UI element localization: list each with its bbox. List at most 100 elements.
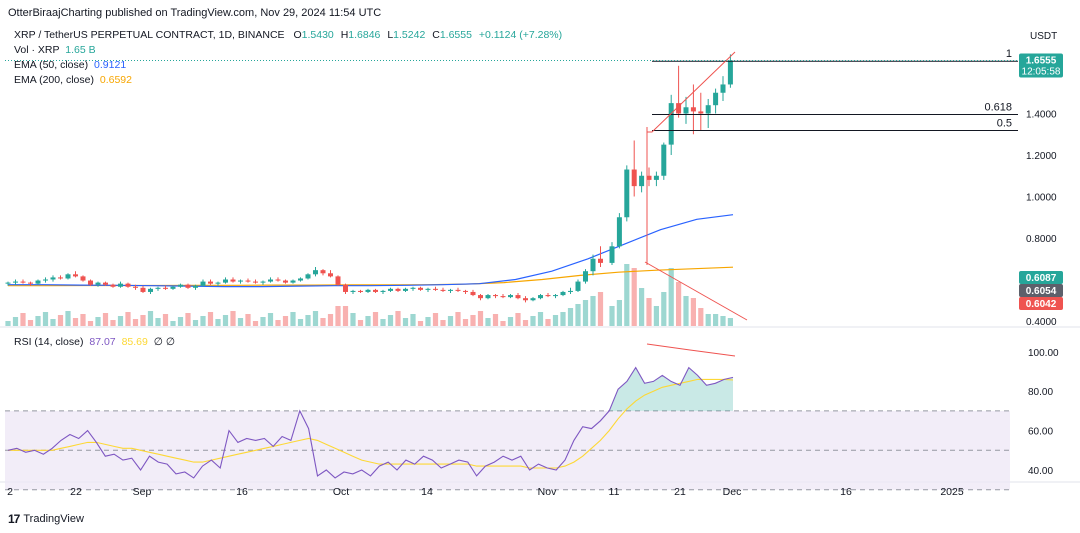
candle-body: [178, 284, 183, 287]
volume-bar: [162, 314, 169, 326]
candle-body: [208, 281, 213, 284]
volume-bar: [387, 315, 394, 326]
candle-body: [365, 289, 371, 292]
volume-bar: [170, 321, 176, 326]
candle-body: [661, 144, 667, 176]
volume-bar: [470, 315, 476, 326]
volume-bar: [380, 319, 386, 326]
open-label: O: [293, 29, 302, 41]
volume-bar: [327, 314, 334, 326]
rsi-legend[interactable]: RSI (14, close) 87.07 85.69 ∅ ∅: [14, 336, 175, 348]
volume-bar: [342, 306, 349, 326]
candle-body: [668, 103, 674, 145]
candle-body: [508, 295, 513, 298]
volume-bar: [185, 313, 191, 326]
price-badge: [1019, 53, 1063, 78]
volume-bar: [147, 311, 154, 326]
volume-bar: [80, 314, 86, 326]
time-tick-label: Oct: [333, 486, 349, 498]
candle-body: [727, 60, 733, 85]
candle-body: [245, 280, 251, 282]
candle-body: [163, 287, 168, 289]
volume-bar: [552, 315, 559, 326]
price-tick-label: 1.2000: [1026, 151, 1057, 162]
candle-body: [624, 169, 630, 218]
candle-body: [425, 288, 431, 290]
candle-body: [418, 287, 423, 290]
candle-body: [538, 295, 543, 299]
ema50-row[interactable]: EMA (50, close) 0.9121: [14, 58, 562, 73]
candle-body: [155, 287, 161, 289]
volume-bar: [567, 308, 574, 326]
volume-bar: [560, 312, 566, 326]
candle-body: [290, 280, 296, 283]
volume-bar: [237, 318, 244, 326]
volume-row[interactable]: Vol · XRP 1.65 B: [14, 43, 562, 58]
volume-bar: [215, 319, 221, 326]
candle-body: [616, 217, 622, 247]
volume-bar: [12, 317, 19, 326]
rsi-overbought-fill: [609, 367, 733, 411]
candle-body: [646, 175, 652, 180]
rsi-tick-label: 40.00: [1028, 466, 1053, 477]
candle-body: [683, 107, 689, 114]
volume-bar: [57, 315, 64, 326]
candle-body: [380, 290, 386, 292]
candle-body: [530, 298, 536, 301]
volume-bar: [713, 314, 719, 326]
low-label: L: [387, 29, 394, 41]
candle-body: [43, 279, 48, 281]
candle-body: [545, 295, 551, 297]
rsi-tick-label: 60.00: [1028, 427, 1053, 438]
candle-body: [110, 284, 116, 287]
price-tick-label: 0.4000: [1026, 317, 1057, 328]
low-value: 1.5242: [393, 29, 426, 41]
candle-body: [698, 111, 704, 114]
candle-body: [631, 169, 637, 187]
price-tick-label: 1.0000: [1026, 193, 1057, 204]
time-tick-label: 21: [674, 486, 686, 498]
time-tick-label: Nov: [538, 486, 557, 498]
volume-bar: [260, 317, 266, 326]
candle-body: [653, 175, 659, 180]
candle-body: [410, 287, 416, 289]
volume-bar: [297, 319, 304, 326]
ema50-value: 0.9121: [94, 59, 127, 71]
volume-bar: [282, 316, 289, 326]
candle-body: [170, 286, 176, 289]
volume-bar: [125, 312, 131, 326]
ema50-label: EMA (50, close): [14, 59, 89, 71]
candle-body: [485, 295, 491, 299]
change-value: +0.1124 (+7.28%): [478, 29, 563, 41]
rsi-value: 87.07: [89, 336, 116, 348]
volume-bar: [102, 313, 109, 326]
volume-bar: [500, 321, 506, 326]
time-tick-label: 22: [70, 486, 82, 498]
time-tick-label: Sep: [133, 486, 152, 498]
candle-body: [50, 277, 56, 280]
volume-bar: [582, 300, 589, 326]
volume-bar: [275, 320, 281, 326]
price-badge-label: 0.6042: [1026, 299, 1057, 310]
candle-body: [260, 281, 266, 283]
volume-bar: [492, 314, 499, 326]
volume-bar: [683, 296, 689, 326]
candle-body: [690, 107, 696, 112]
candle-body: [35, 280, 41, 284]
candle-body: [140, 287, 146, 292]
symbol-title[interactable]: XRP / TetherUS PERPETUAL CONTRACT, 1D, B…: [14, 29, 285, 41]
volume-bar: [590, 296, 596, 326]
volume-bar: [624, 264, 630, 326]
volume-bar: [720, 316, 726, 326]
volume-bar: [207, 312, 214, 326]
candle-body: [639, 175, 645, 187]
candle-body: [283, 280, 288, 283]
volume-bar: [42, 312, 49, 326]
ema200-row[interactable]: EMA (200, close) 0.6592: [14, 73, 562, 88]
candle-body: [676, 103, 682, 114]
candle-body: [320, 270, 326, 274]
candle-body: [720, 84, 726, 93]
volume-bar: [668, 268, 674, 326]
candle-body: [350, 290, 356, 292]
